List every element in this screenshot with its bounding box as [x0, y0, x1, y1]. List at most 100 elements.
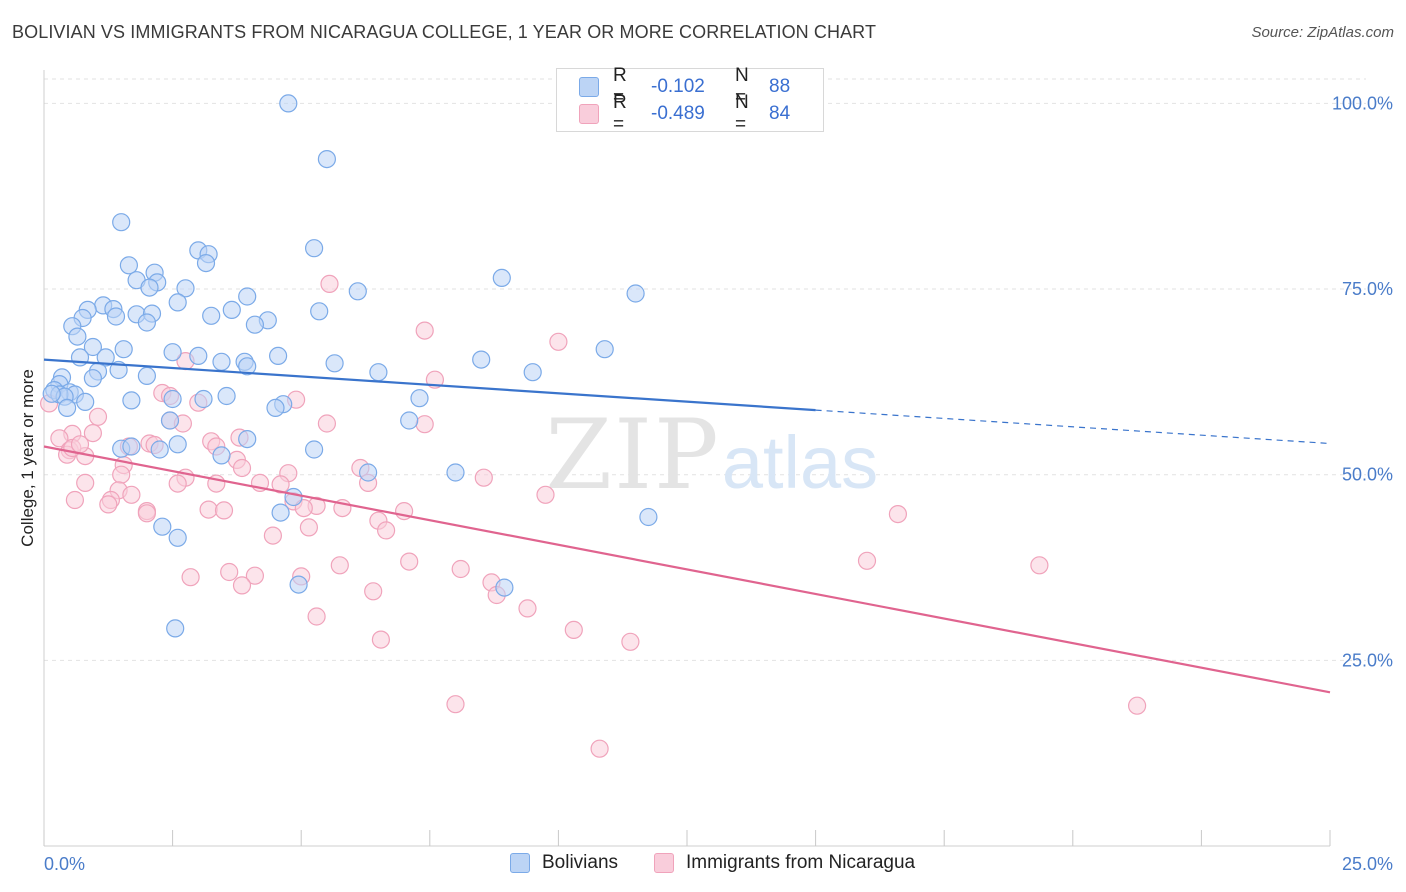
bolivians-point-32 [68, 327, 87, 346]
bolivians-point-73 [305, 440, 324, 459]
nicaragua-point-78 [446, 695, 465, 714]
nicaragua-point-35 [76, 473, 95, 492]
nicaragua-point-71 [364, 582, 383, 601]
trend-nicaragua [43, 445, 1331, 694]
series-name-nicaragua: Immigrants from Nicaragua [686, 852, 916, 873]
bolivians-point-34 [83, 337, 103, 357]
bolivians-point-45 [325, 354, 344, 373]
bolivians-point-71 [238, 430, 257, 449]
y-tick-label-2: 75.0% [1342, 279, 1393, 299]
legend-r-value: -0.489 [651, 103, 705, 124]
bolivians-point-61 [410, 389, 429, 408]
nicaragua-point-42 [122, 485, 141, 504]
bolivians-point-86 [495, 578, 514, 597]
bolivians-point-39 [96, 348, 115, 367]
nicaragua-point-1 [549, 332, 568, 351]
bolivians-point-2 [112, 213, 131, 232]
bolivians-point-81 [271, 503, 290, 522]
bolivians-point-82 [639, 507, 658, 527]
legend-n-value: 84 [769, 103, 791, 124]
bolivians-point-44 [238, 357, 257, 376]
series-legend: Bolivians Immigrants from Nicaragua [0, 852, 1406, 878]
nicaragua-point-0 [320, 274, 339, 293]
bolivians-point-67 [266, 398, 285, 417]
legend-r-label: R = [613, 65, 627, 108]
nicaragua-point-40 [271, 475, 290, 494]
bolivians-point-11 [140, 278, 159, 297]
bolivians-point-24 [222, 300, 241, 319]
bolivians-point-60 [217, 386, 236, 406]
watermark-zip: ZIP [545, 399, 720, 511]
legend-row-bolivians: R = -0.102 N = 88 [579, 65, 791, 108]
trend-lines [43, 358, 1331, 694]
nicaragua-point-76 [621, 632, 640, 651]
bolivians-point-36 [163, 343, 182, 362]
x-tick-label-0: 0.0% [44, 854, 85, 874]
legend-n-label: N = [735, 92, 749, 135]
bolivians-point-79 [446, 463, 465, 482]
bolivians-point-51 [137, 366, 156, 385]
bolivians-point-30 [245, 315, 264, 334]
nicaragua-point-63 [330, 556, 349, 575]
nicaragua-point-2 [415, 321, 434, 340]
trend-bolivians-extension [815, 409, 1331, 445]
source-label: Source: ZipAtlas.com [1251, 24, 1394, 41]
nicaragua-point-52 [214, 501, 234, 520]
bolivians-point-85 [289, 575, 308, 594]
bolivians-point-37 [189, 346, 208, 365]
legend-swatch-blue [579, 77, 599, 97]
bolivians-point-0 [279, 94, 298, 113]
nicaragua-point-33 [474, 468, 493, 487]
nicaragua-point-49 [294, 499, 313, 518]
bolivians-point-59 [42, 384, 61, 403]
nicaragua-point-51 [199, 500, 218, 519]
bolivians-point-77 [212, 446, 231, 465]
watermark-atlas: atlas [722, 421, 878, 504]
bolivians-point-65 [76, 392, 95, 411]
nicaragua-point-66 [245, 566, 264, 585]
bolivians-point-16 [238, 287, 257, 306]
bolivians-point-84 [168, 528, 187, 547]
nicaragua-point-80 [590, 739, 609, 758]
bolivians-point-27 [106, 307, 126, 326]
trend-bolivians [43, 358, 816, 412]
nicaragua-point-43 [536, 485, 555, 504]
bolivians-point-80 [284, 487, 303, 507]
series-bolivians-points [42, 94, 658, 638]
bolivians-point-38 [269, 346, 288, 365]
axes [43, 70, 1331, 847]
bolivians-point-62 [163, 389, 182, 409]
series-legend-bolivians: Bolivians [510, 852, 618, 874]
stats-legend: R = -0.102 N = 88 R = -0.489 N = 84 [556, 65, 824, 135]
nicaragua-point-75 [564, 620, 583, 640]
legend-row-nicaragua: R = -0.489 N = 84 [579, 92, 791, 135]
legend-r-label: R = [613, 92, 627, 135]
legend-n-value: 88 [769, 76, 791, 97]
nicaragua-point-17 [50, 429, 69, 448]
nicaragua-point-44 [65, 490, 85, 510]
nicaragua-point-32 [112, 465, 131, 484]
bolivians-point-15 [626, 284, 645, 303]
nicaragua-point-83 [70, 435, 90, 454]
legend-r-value: -0.102 [651, 76, 705, 97]
nicaragua-point-57 [299, 518, 318, 537]
tick-labels: 25.0% 50.0% 75.0% 100.0% 0.0% 25.0% [44, 93, 1393, 874]
bolivians-point-76 [122, 437, 141, 456]
bolivians-point-64 [122, 391, 141, 410]
bolivians-point-68 [57, 398, 77, 417]
nicaragua-point-73 [518, 599, 537, 618]
nicaragua-point-13 [415, 415, 434, 434]
nicaragua-point-68 [181, 568, 200, 587]
series-swatch-blue [510, 853, 530, 873]
bolivians-point-33 [114, 340, 133, 359]
bolivians-point-17 [168, 293, 187, 312]
nicaragua-point-15 [83, 424, 103, 443]
nicaragua-point-29 [232, 458, 252, 478]
nicaragua-point-62 [1030, 556, 1049, 575]
nicaragua-point-60 [400, 552, 419, 571]
y-tick-label-0: 25.0% [1342, 650, 1393, 670]
bolivians-point-14 [348, 282, 367, 301]
bolivians-point-78 [359, 463, 378, 482]
nicaragua-point-79 [1127, 696, 1147, 715]
